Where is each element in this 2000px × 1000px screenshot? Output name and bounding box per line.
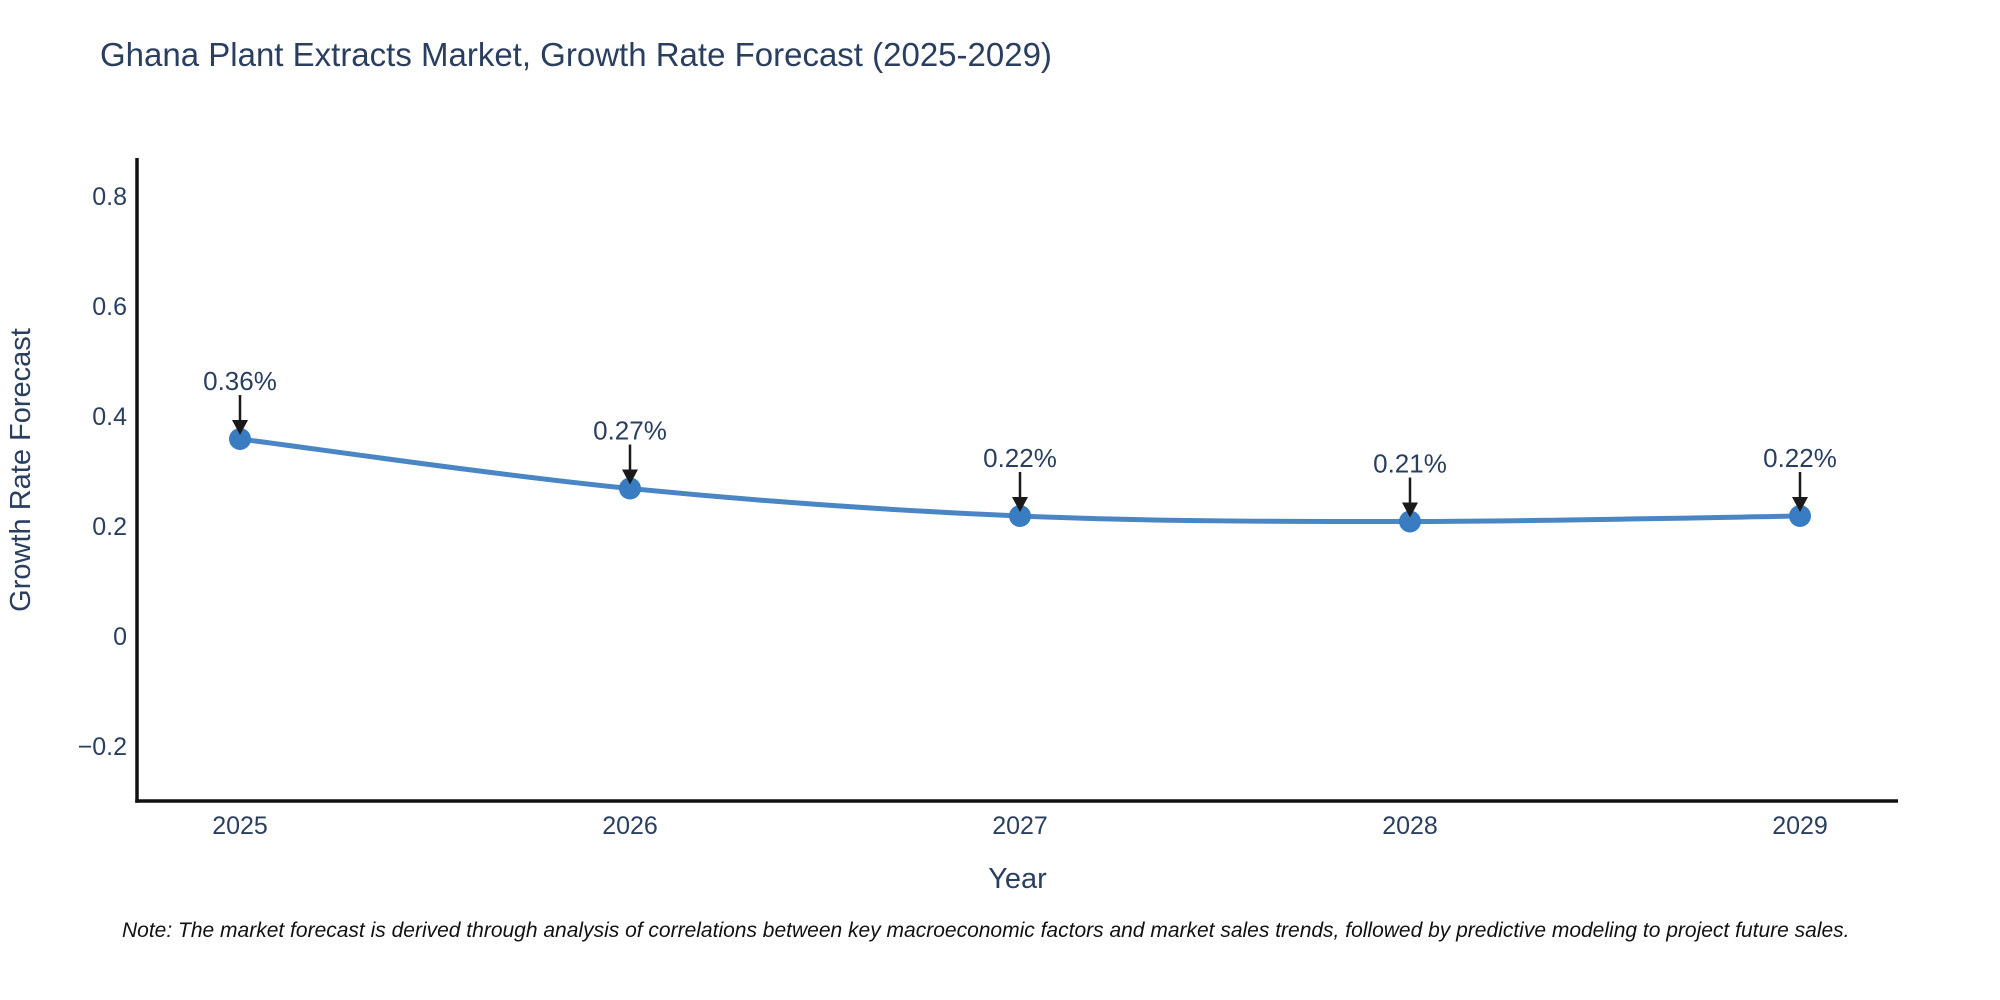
y-axis-title: Growth Rate Forecast — [5, 328, 37, 612]
x-tick-label: 2027 — [992, 812, 1048, 840]
y-tick-label: −0.2 — [78, 733, 127, 761]
point-value-label: 0.21% — [1373, 449, 1447, 479]
x-tick-label: 2029 — [1772, 812, 1828, 840]
point-value-label: 0.27% — [593, 416, 667, 446]
y-tick-label: 0.6 — [92, 293, 127, 321]
footnote: Note: The market forecast is derived thr… — [122, 919, 1850, 942]
annotation-arrow-head — [622, 469, 638, 485]
x-tick-label: 2025 — [212, 812, 268, 840]
y-tick-label: 0.8 — [92, 183, 127, 211]
annotation-arrow-head — [1402, 502, 1418, 518]
annotation-arrow-head — [232, 420, 248, 435]
y-tick-label: 0.4 — [92, 403, 127, 431]
chart-title: Ghana Plant Extracts Market, Growth Rate… — [100, 36, 1052, 73]
point-value-label: 0.22% — [1763, 443, 1837, 473]
data-point-marker — [1789, 505, 1811, 527]
annotation-arrow-head — [1012, 497, 1028, 512]
x-tick-label: 2026 — [602, 812, 658, 840]
y-tick-label: 0 — [113, 623, 127, 651]
data-point-marker — [619, 477, 641, 500]
data-point-marker — [1009, 505, 1031, 527]
data-point-marker — [229, 428, 251, 450]
y-tick-label: 0.2 — [92, 513, 127, 541]
annotation-arrow-head — [1792, 497, 1808, 512]
point-value-label: 0.36% — [203, 366, 277, 396]
data-point-marker — [1399, 510, 1421, 533]
point-value-label: 0.22% — [983, 443, 1057, 473]
x-tick-label: 2028 — [1382, 812, 1438, 840]
x-axis-title: Year — [988, 863, 1047, 895]
